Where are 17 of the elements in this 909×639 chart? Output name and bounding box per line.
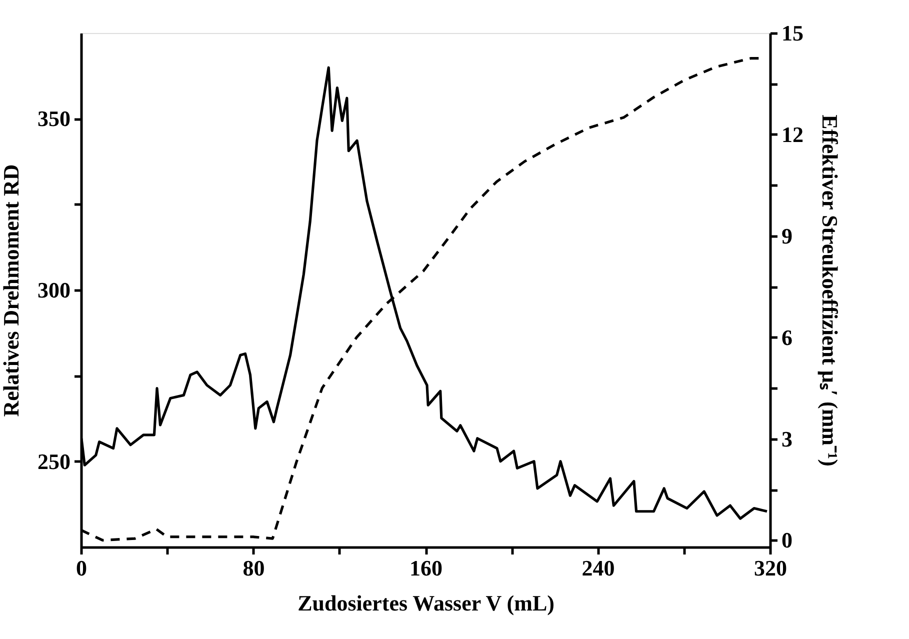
y-tick-label: 300 — [38, 278, 70, 302]
x-tick-label: 160 — [410, 556, 442, 580]
y2-axis-title: Effektiver Streukoeffizient μₛ′ (mm⁻¹) — [818, 114, 842, 466]
x-tick-label: 0 — [76, 556, 87, 580]
x-tick-label: 320 — [754, 556, 787, 580]
y2-tick-label: 6 — [782, 324, 792, 350]
y2-tick-label: 3 — [782, 426, 792, 452]
y-tick-label: 250 — [38, 448, 70, 474]
y2-tick-label: 9 — [782, 223, 792, 248]
y2-tick-label: 12 — [782, 122, 804, 147]
y2-tick-label: 0 — [782, 528, 792, 553]
y-axis-title: Relatives Drehmoment RD — [0, 164, 24, 417]
x-tick-label: 240 — [582, 556, 615, 580]
y-tick-label: 350 — [38, 106, 70, 132]
x-tick-label: 80 — [242, 556, 265, 580]
y2-tick-label: 15 — [782, 20, 804, 46]
x-axis-title: Zudosiertes Wasser V (mL) — [298, 590, 554, 616]
